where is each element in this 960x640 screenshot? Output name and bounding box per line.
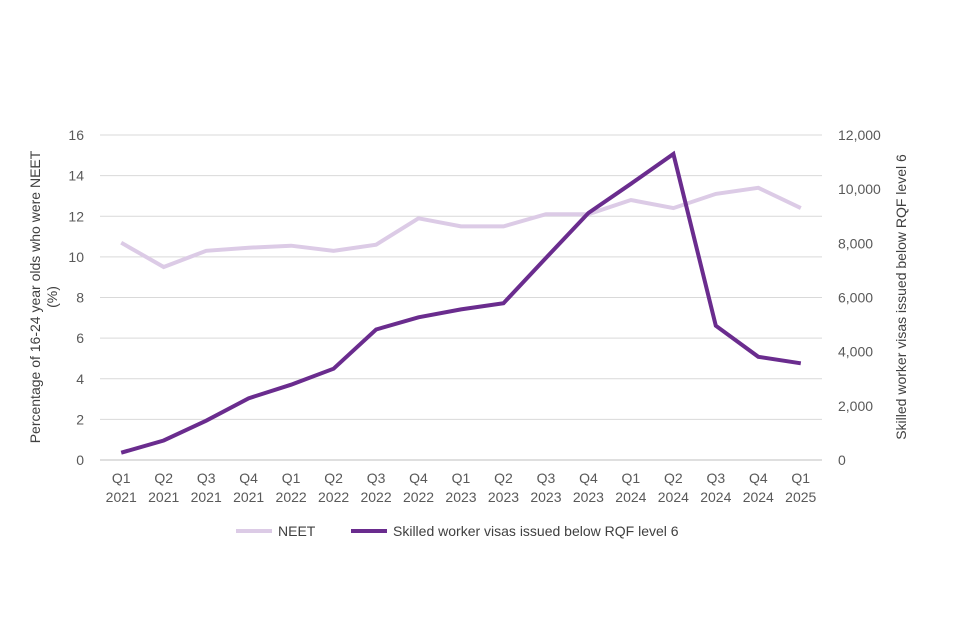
x-tick-label-year: 2023 (445, 489, 476, 505)
x-tick-label-year: 2023 (488, 489, 519, 505)
x-tick-label-quarter: Q3 (197, 470, 216, 486)
gridlines (100, 134, 822, 461)
left-tick-label: 10 (68, 249, 84, 265)
right-tick-label: 2,000 (838, 398, 873, 414)
x-tick-label-year: 2023 (530, 489, 561, 505)
right-tick-label: 4,000 (838, 344, 873, 360)
legend-neet-label: NEET (278, 523, 316, 539)
x-tick-label-quarter: Q3 (706, 470, 725, 486)
left-tick-label: 4 (76, 371, 84, 387)
x-tick-label-quarter: Q2 (324, 470, 343, 486)
left-tick-label: 6 (76, 330, 84, 346)
x-tick-label-year: 2022 (318, 489, 349, 505)
left-axis-ticks: 0 2 4 6 8 10 12 14 16 (68, 127, 84, 468)
x-tick-label-year: 2025 (785, 489, 816, 505)
left-tick-label: 2 (76, 411, 84, 427)
x-tick-label-year: 2024 (743, 489, 774, 505)
x-tick-label-quarter: Q4 (409, 470, 428, 486)
x-tick-label-year: 2023 (573, 489, 604, 505)
x-axis-ticks: Q1 2021 Q2 2021 Q3 2021 Q4 2021 Q1 2022 Q2 2022 Q3 20… (106, 470, 817, 505)
x-tick-label-year: 2021 (233, 489, 264, 505)
series-lines (120, 150, 802, 455)
x-tick-label-quarter: Q3 (537, 470, 556, 486)
x-tick-label-year: 2022 (403, 489, 434, 505)
visas-series-line (120, 150, 802, 455)
legend-visas-label: Skilled worker visas issued below RQF le… (393, 523, 679, 539)
x-tick-label-quarter: Q4 (239, 470, 258, 486)
left-tick-label: 0 (76, 452, 84, 468)
x-tick-label-quarter: Q1 (452, 470, 471, 486)
left-axis-title-line1: Percentage of 16-24 year olds who were N… (27, 150, 43, 443)
x-tick-label-year: 2022 (360, 489, 391, 505)
left-tick-label: 8 (76, 290, 84, 306)
right-axis-title: Skilled worker visas issued below RQF le… (893, 154, 909, 440)
left-tick-label: 12 (68, 208, 84, 224)
x-tick-label-quarter: Q2 (494, 470, 513, 486)
left-axis-title-line2: (%) (44, 286, 60, 308)
x-tick-label-year: 2024 (700, 489, 731, 505)
x-tick-label-year: 2021 (191, 489, 222, 505)
left-tick-label: 14 (68, 168, 84, 184)
x-tick-label-year: 2021 (148, 489, 179, 505)
x-tick-label-quarter: Q3 (367, 470, 386, 486)
x-tick-label-year: 2021 (106, 489, 137, 505)
right-tick-label: 6,000 (838, 290, 873, 306)
x-tick-label-quarter: Q1 (622, 470, 641, 486)
right-tick-label: 8,000 (838, 235, 873, 251)
left-tick-label: 16 (68, 127, 84, 143)
x-tick-label-year: 2024 (658, 489, 689, 505)
x-tick-label-year: 2024 (615, 489, 646, 505)
x-tick-label-year: 2022 (276, 489, 307, 505)
x-tick-label-quarter: Q2 (664, 470, 683, 486)
right-tick-label: 10,000 (838, 181, 881, 197)
x-tick-label-quarter: Q1 (282, 470, 301, 486)
x-tick-label-quarter: Q1 (112, 470, 131, 486)
x-tick-label-quarter: Q2 (154, 470, 173, 486)
legend: NEET Skilled worker visas issued below R… (236, 523, 679, 539)
right-tick-label: 12,000 (838, 127, 881, 143)
right-axis-ticks: 0 2,000 4,000 6,000 8,000 10,000 12,000 (838, 127, 881, 468)
x-tick-label-quarter: Q1 (791, 470, 810, 486)
x-tick-label-quarter: Q4 (579, 470, 598, 486)
right-tick-label: 0 (838, 452, 846, 468)
x-tick-label-quarter: Q4 (749, 470, 768, 486)
